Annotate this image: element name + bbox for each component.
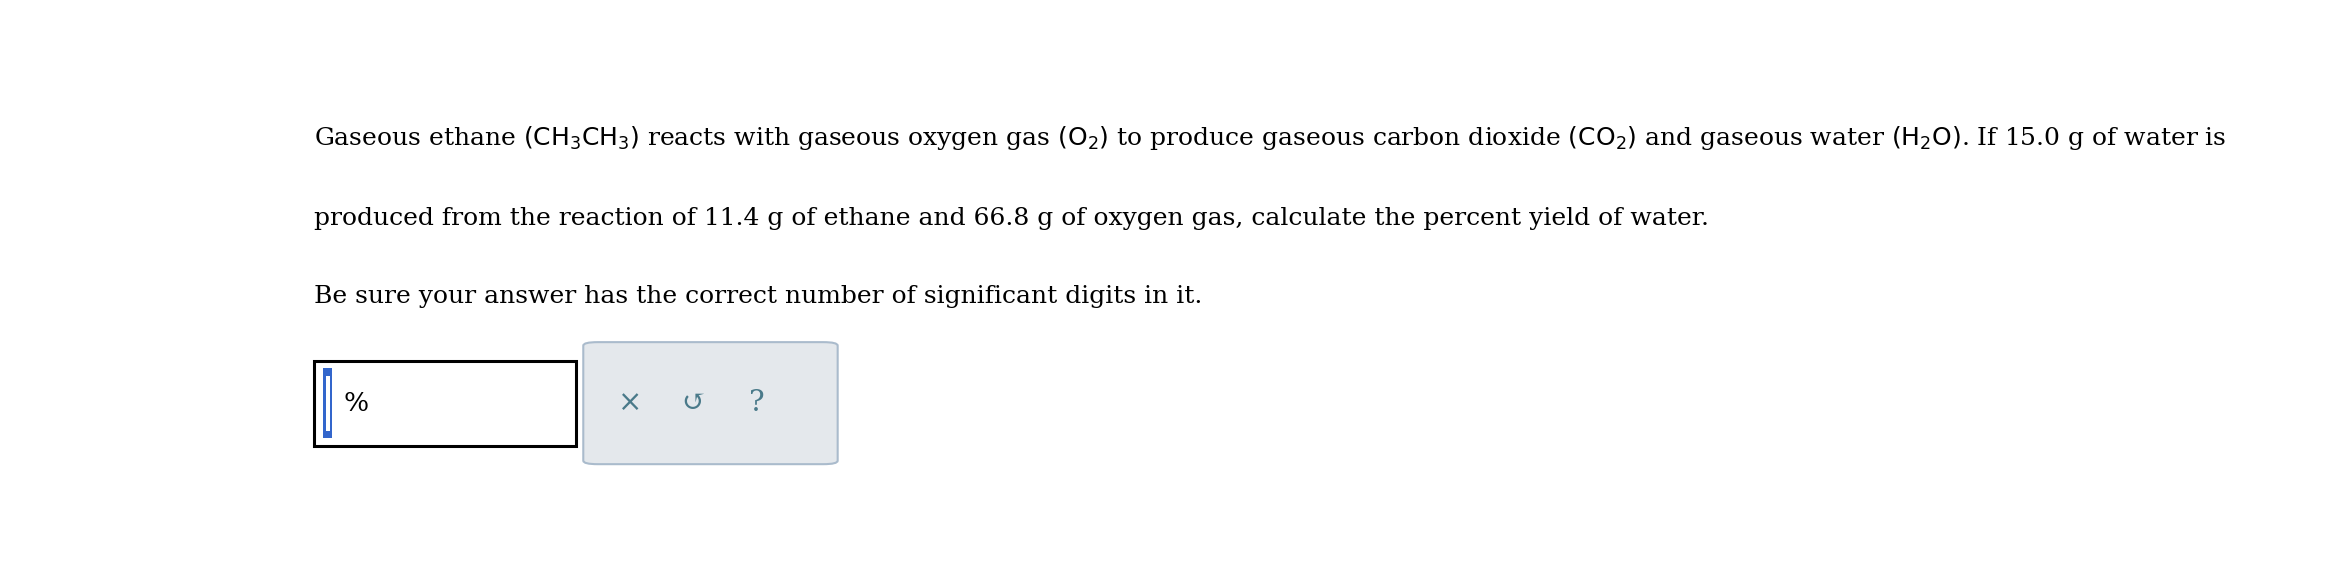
Text: produced from the reaction of 11.4 g of ethane and 66.8 g of oxygen gas, calcula: produced from the reaction of 11.4 g of … xyxy=(314,206,1709,230)
Text: ?: ? xyxy=(750,389,764,417)
Text: Be sure your answer has the correct number of significant digits in it.: Be sure your answer has the correct numb… xyxy=(314,285,1204,308)
Text: Gaseous ethane $\left(\mathrm{CH_3CH_3}\right)$ reacts with gaseous oxygen gas $: Gaseous ethane $\left(\mathrm{CH_3CH_3}\… xyxy=(314,124,2228,152)
FancyBboxPatch shape xyxy=(584,342,838,464)
FancyBboxPatch shape xyxy=(324,368,333,438)
Text: ↺: ↺ xyxy=(682,389,705,417)
FancyBboxPatch shape xyxy=(314,361,575,446)
Text: %: % xyxy=(342,391,368,416)
Text: ×: × xyxy=(617,389,643,417)
FancyBboxPatch shape xyxy=(326,376,331,431)
